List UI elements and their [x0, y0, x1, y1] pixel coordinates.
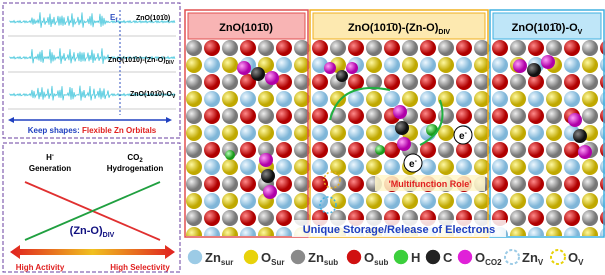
legend-label: OSur [261, 250, 284, 267]
legend-label: OV [568, 250, 584, 267]
legend-label: Znsub [308, 250, 338, 267]
legend-swatch [347, 250, 361, 264]
legend-sub: V [538, 258, 544, 267]
panel-title: ZnO(101̄0)-(Zn-O)DIV [348, 22, 450, 36]
legend-swatch [551, 250, 565, 264]
legend-text: Zn [205, 250, 221, 265]
legend-swatch [188, 250, 202, 264]
h-gen: Generation [29, 164, 71, 173]
legend-text: C [443, 250, 453, 265]
legend-label: ZnV [522, 250, 544, 267]
high-selectivity: High Selectivity [110, 263, 170, 272]
multifunction: 'Multifunction Role' [389, 179, 472, 189]
high-activity: High Activity [16, 263, 65, 272]
legend-swatch [505, 250, 519, 264]
legend-text: H [411, 250, 420, 265]
co2-hyd: Hydrogenation [107, 164, 164, 173]
storage: Unique Storage/Release of Electrons [303, 224, 496, 236]
legend-swatch [426, 250, 440, 264]
legend-sub: sub [374, 258, 388, 267]
legend-text: O [568, 250, 578, 265]
legend-sub: V [578, 258, 584, 267]
figure: Ef ZnO(101̄0) ZnO(101̄0)-(Zn-O)DIV ZnO(1… [0, 0, 605, 275]
caption: Keep shapes: Flexible Zn Orbitals [28, 126, 157, 135]
panel-title: ZnO(101̄0)-OV [512, 22, 583, 36]
legend-sub: CO2 [485, 258, 502, 267]
legend-swatch [394, 250, 408, 264]
legend-text: O [261, 250, 271, 265]
legend-label: Znsur [205, 250, 233, 267]
legend-text: Zn [522, 250, 538, 265]
legend-label: OCO2 [475, 250, 502, 267]
legend-label: Osub [364, 250, 388, 267]
legend-swatch [458, 250, 472, 264]
legend-swatch [291, 250, 305, 264]
legend-text: Zn [308, 250, 324, 265]
legend-sub: sur [221, 258, 233, 267]
legend-sub: sub [324, 258, 338, 267]
legend-label: H [411, 250, 420, 265]
dos-label: ZnO(101̄0) [136, 14, 170, 22]
panel-title: ZnO(101̄0) [219, 22, 273, 34]
legend-text: O [475, 250, 485, 265]
legend-swatch [244, 250, 258, 264]
legend-sub: Sur [271, 258, 284, 267]
legend-label: C [443, 250, 453, 265]
legend-text: O [364, 250, 374, 265]
